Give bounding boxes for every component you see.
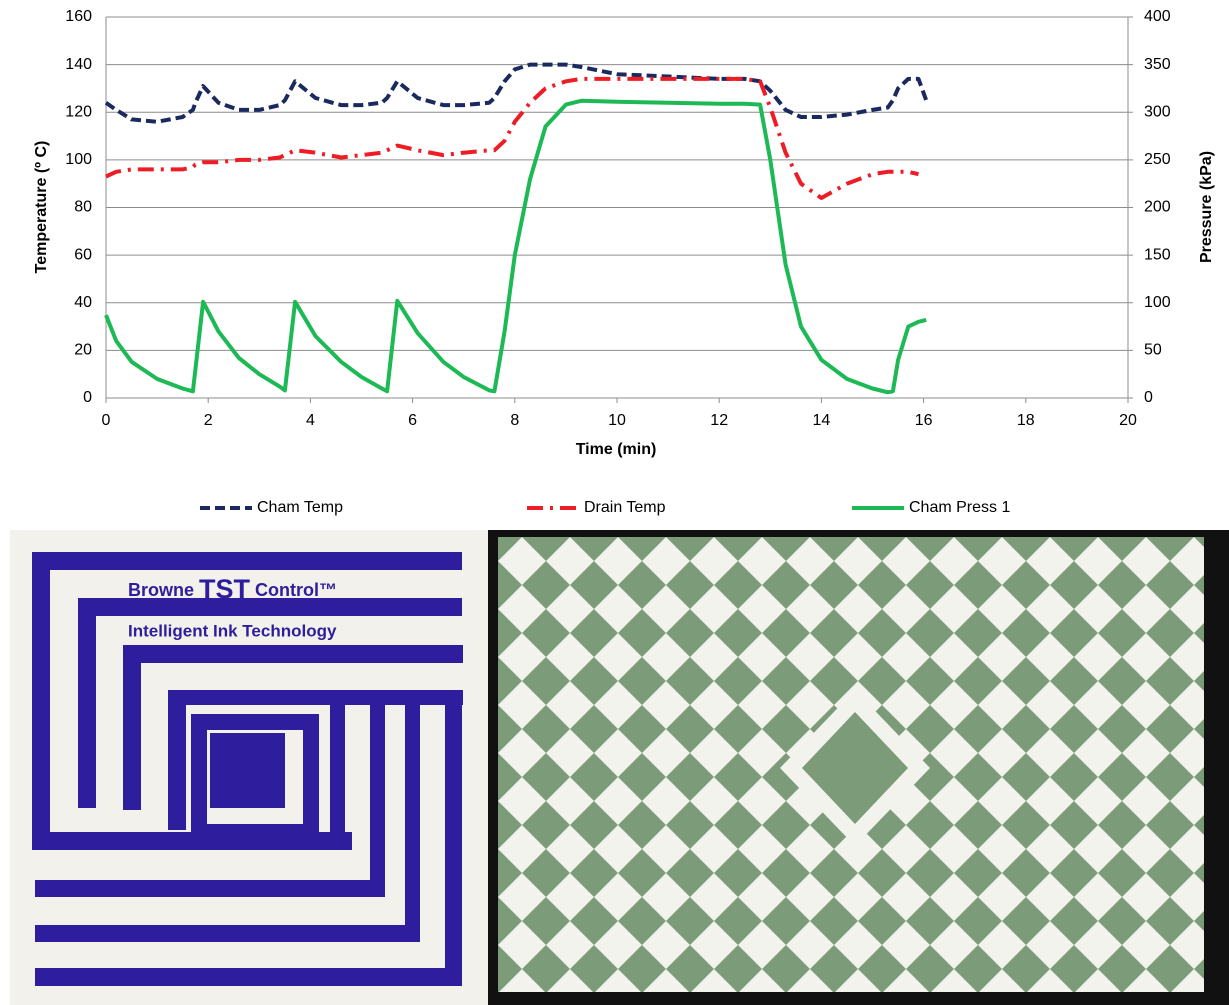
x-tick-label: 20 xyxy=(1119,412,1137,429)
y-tick-label: 0 xyxy=(83,389,92,406)
product: TST xyxy=(199,574,251,604)
x-axis-title: Time (min) xyxy=(576,441,657,458)
control: Control™ xyxy=(255,580,337,600)
photo-label: Browne TST Control™ Intelligent Ink Tech… xyxy=(10,530,488,1005)
series-line xyxy=(106,65,926,122)
x-tick-label: 16 xyxy=(915,412,933,429)
x-tick-label: 10 xyxy=(608,412,626,429)
series-line xyxy=(106,101,926,393)
x-tick-label: 4 xyxy=(306,412,315,429)
y-tick-label: 160 xyxy=(65,8,92,25)
y-tick-label: 60 xyxy=(74,246,92,263)
y2-tick-label: 350 xyxy=(1144,56,1171,73)
legend-label: Cham Press 1 xyxy=(909,499,1010,516)
y-tick-label: 40 xyxy=(74,294,92,311)
y2-tick-label: 250 xyxy=(1144,151,1171,168)
y2-tick-label: 200 xyxy=(1144,199,1171,216)
x-tick-label: 18 xyxy=(1017,412,1035,429)
y2-tick-label: 400 xyxy=(1144,8,1171,25)
y2-tick-label: 300 xyxy=(1144,103,1171,120)
legend-label: Cham Temp xyxy=(257,499,343,516)
series-line xyxy=(106,79,919,198)
figure: Time (min) Temperature (º C) Pressure (k… xyxy=(0,0,1229,1005)
tagline: Intelligent Ink Technology xyxy=(128,621,337,640)
body: {"chart_data": {"type": "line", "x_label… xyxy=(0,0,1229,1005)
legend-label: Drain Temp xyxy=(584,499,666,516)
brand: Browne xyxy=(128,580,194,600)
y2-axis-title: Pressure (kPa) xyxy=(1198,151,1215,263)
x-tick-label: 2 xyxy=(204,412,213,429)
y2-tick-label: 100 xyxy=(1144,294,1171,311)
x-tick-label: 8 xyxy=(510,412,519,429)
x-tick-label: 14 xyxy=(813,412,831,429)
page: body { margin: 0; width: 1229px; height:… xyxy=(0,0,1229,1005)
y-tick-label: 120 xyxy=(65,103,92,120)
y-tick-label: 20 xyxy=(74,342,92,359)
x-tick-label: 12 xyxy=(710,412,728,429)
chart: Time (min) Temperature (º C) Pressure (k… xyxy=(33,8,1215,516)
photo-checker xyxy=(488,530,1229,1005)
x-tick-label: 0 xyxy=(102,412,111,429)
y-axis-title: Temperature (º C) xyxy=(33,141,50,274)
y2-tick-label: 50 xyxy=(1144,342,1162,359)
y2-tick-label: 0 xyxy=(1144,389,1153,406)
y-tick-label: 80 xyxy=(74,199,92,216)
y2-tick-label: 150 xyxy=(1144,246,1171,263)
y-tick-label: 100 xyxy=(65,151,92,168)
y-tick-label: 140 xyxy=(65,56,92,73)
x-tick-label: 6 xyxy=(408,412,417,429)
